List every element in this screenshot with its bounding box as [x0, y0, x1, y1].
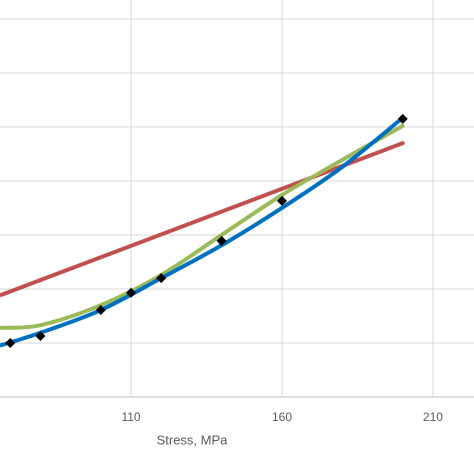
data-point [5, 337, 16, 348]
data-point [216, 235, 227, 246]
x-tick-label: 110 [121, 410, 140, 424]
data-point [397, 113, 408, 124]
data-point [276, 195, 287, 206]
series-line [0, 123, 405, 330]
x-tick-label: 160 [272, 410, 292, 424]
data-point [35, 330, 46, 341]
x-axis-title: Stress, MPa [157, 432, 229, 447]
data-point [126, 287, 137, 298]
series-line [0, 115, 405, 348]
series-line [0, 141, 405, 297]
x-tick-label: 210 [423, 410, 443, 424]
data-point [156, 273, 167, 284]
data-point [95, 305, 106, 316]
